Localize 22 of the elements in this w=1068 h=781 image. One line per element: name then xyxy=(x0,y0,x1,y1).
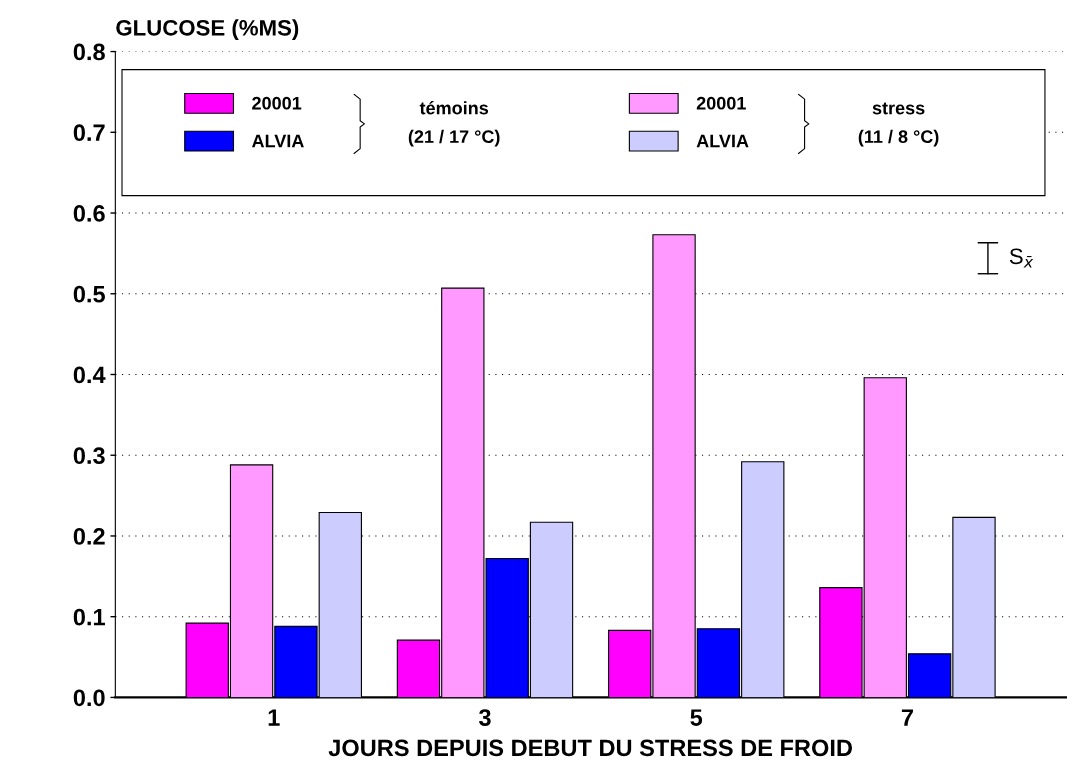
y-tick-label: 0.7 xyxy=(73,124,105,142)
y-tick-label: 0.3 xyxy=(73,447,105,465)
annotation: témoins (21 / 17 °C) xyxy=(408,101,500,147)
y-tick-label: 0.8 xyxy=(73,43,105,61)
y-tick-label: 0.5 xyxy=(73,285,105,303)
legend-label: 20001 xyxy=(696,96,746,110)
legend-label: 20001 xyxy=(252,96,302,110)
y-tick-label: 0.1 xyxy=(73,608,105,626)
x-tick-label: 5 xyxy=(690,709,703,726)
y-axis-title: GLUCOSE (%MS) xyxy=(116,19,299,41)
y-tick-label: 0.0 xyxy=(73,689,105,707)
x-tick-label: 1 xyxy=(268,709,280,726)
x-axis-title: JOURS DEPUIS DEBUT DU STRESS DE FROID xyxy=(328,739,852,757)
x-tick-label: 7 xyxy=(901,709,913,726)
y-tick-label: 0.4 xyxy=(73,366,106,384)
x-tick-label: 3 xyxy=(478,709,491,726)
y-tick-label: 0.6 xyxy=(73,205,105,222)
y-tick-label: 0.2 xyxy=(73,528,105,545)
legend-label: ALVIA xyxy=(696,134,749,148)
legend-label: ALVIA xyxy=(251,134,304,148)
annotation: S$_{x̄}$ xyxy=(1009,248,1034,268)
annotation: stress (11 / 8 °C) xyxy=(858,102,939,147)
